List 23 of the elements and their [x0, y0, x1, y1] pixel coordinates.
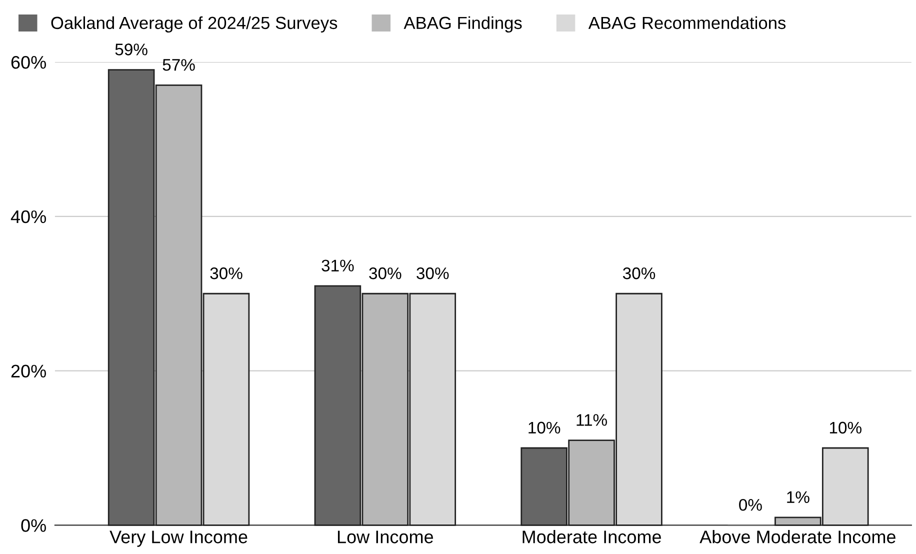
data-label: 1% — [787, 491, 810, 503]
data-label: 30% — [210, 267, 242, 280]
legend-label: Oakland Average of 2024/25 Surveys — [51, 16, 338, 33]
y-tick-label: 40% — [10, 210, 46, 224]
data-label: 30% — [369, 267, 402, 280]
data-label: 30% — [416, 267, 449, 280]
legend-label: ABAG Recommendations — [588, 16, 786, 30]
x-tick-label: Moderate Income — [522, 530, 661, 544]
data-label: 57% — [162, 59, 195, 71]
data-label: 0% — [739, 498, 762, 511]
y-tick-label: 20% — [11, 364, 46, 378]
x-tick-label: Low Income — [338, 530, 434, 544]
x-tick-label: Very Low Income — [110, 530, 248, 547]
data-label: 30% — [622, 267, 656, 280]
legend-label: ABAG Findings — [404, 16, 522, 33]
data-label: 10% — [528, 422, 560, 434]
data-label: 10% — [830, 422, 862, 434]
data-label: 31% — [322, 260, 354, 272]
data-label: 11% — [576, 414, 608, 426]
y-tick-label: 0% — [21, 519, 46, 532]
y-tick-label: 60% — [11, 56, 46, 69]
data-label: 59% — [115, 44, 148, 56]
x-tick-label: Above Moderate Income — [700, 530, 896, 544]
